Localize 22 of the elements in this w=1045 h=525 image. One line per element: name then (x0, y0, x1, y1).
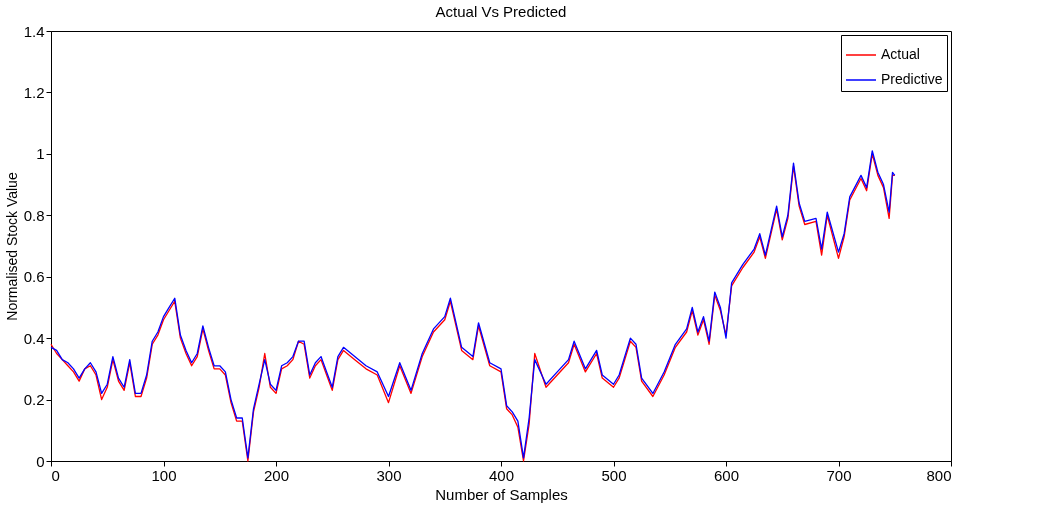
legend-label: Predictive (881, 71, 943, 87)
x-tick-label: 300 (376, 466, 402, 484)
x-tick-label: 400 (488, 466, 515, 484)
x-axis-title: Number of Samples (435, 485, 568, 503)
legend-label: Actual (881, 46, 920, 62)
chart-title: Actual Vs Predicted (435, 3, 567, 20)
y-tick-label: 0.2 (23, 391, 45, 409)
y-tick-label: 0 (36, 452, 45, 470)
x-tick-label: 0 (51, 466, 60, 484)
y-tick-label: 1.4 (23, 22, 45, 40)
y-tick-label: 0.4 (23, 329, 45, 347)
y-tick-label: 0.8 (23, 206, 45, 224)
y-axis-title: Normalised Stock Value (3, 172, 20, 321)
x-tick-label: 100 (151, 466, 177, 484)
y-tick-label: 1 (36, 145, 45, 163)
y-tick-label: 0.6 (23, 268, 45, 286)
x-tick-label: 700 (826, 466, 852, 484)
x-tick-label: 600 (713, 466, 740, 484)
x-tick-label: 200 (263, 466, 290, 484)
x-tick-label: 500 (601, 466, 627, 484)
x-tick-label: 800 (926, 466, 952, 484)
y-tick-label: 1.2 (23, 83, 45, 101)
